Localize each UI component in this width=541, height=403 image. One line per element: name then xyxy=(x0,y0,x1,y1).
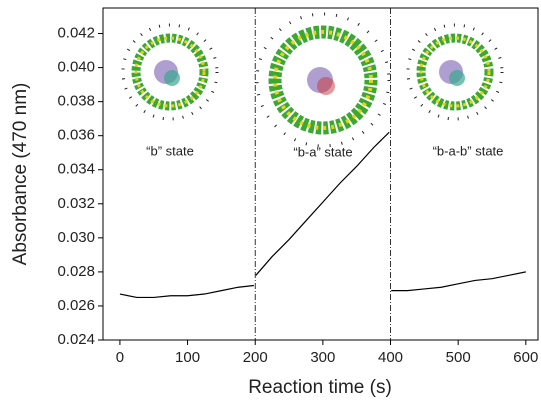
y-tick-label: 0.034 xyxy=(57,161,95,178)
state-annotation: “b-a” state xyxy=(293,144,352,159)
x-tick-label: 0 xyxy=(116,349,124,366)
y-tick-label: 0.024 xyxy=(57,331,95,348)
x-tick-label: 400 xyxy=(378,349,403,366)
protein-cage-b xyxy=(121,23,219,121)
x-tick-label: 600 xyxy=(513,349,538,366)
x-tick-label: 200 xyxy=(243,349,268,366)
state-annotation: “b” state xyxy=(146,143,194,158)
y-tick-label: 0.026 xyxy=(57,297,95,314)
plot-frame xyxy=(102,7,539,341)
x-tick-label: 500 xyxy=(446,349,471,366)
state-annotation: “b-a-b” state xyxy=(433,143,504,158)
y-axis-label: Absorbance (470 nm) xyxy=(10,83,31,266)
y-tick-label: 0.038 xyxy=(57,93,95,110)
y-tick-label: 0.042 xyxy=(57,25,95,42)
y-tick-label: 0.028 xyxy=(57,263,95,280)
y-tick-label: 0.032 xyxy=(57,195,95,212)
x-tick-label: 300 xyxy=(310,349,335,366)
protein-cage-bab xyxy=(406,23,504,121)
y-tick-label: 0.036 xyxy=(57,127,95,144)
y-tick-label: 0.030 xyxy=(57,229,95,246)
protein-cage-ba xyxy=(255,12,391,148)
x-axis-label: Reaction time (s) xyxy=(248,377,392,398)
y-tick-label: 0.040 xyxy=(57,59,95,76)
data-line xyxy=(119,131,526,299)
x-tick-label: 100 xyxy=(175,349,200,366)
